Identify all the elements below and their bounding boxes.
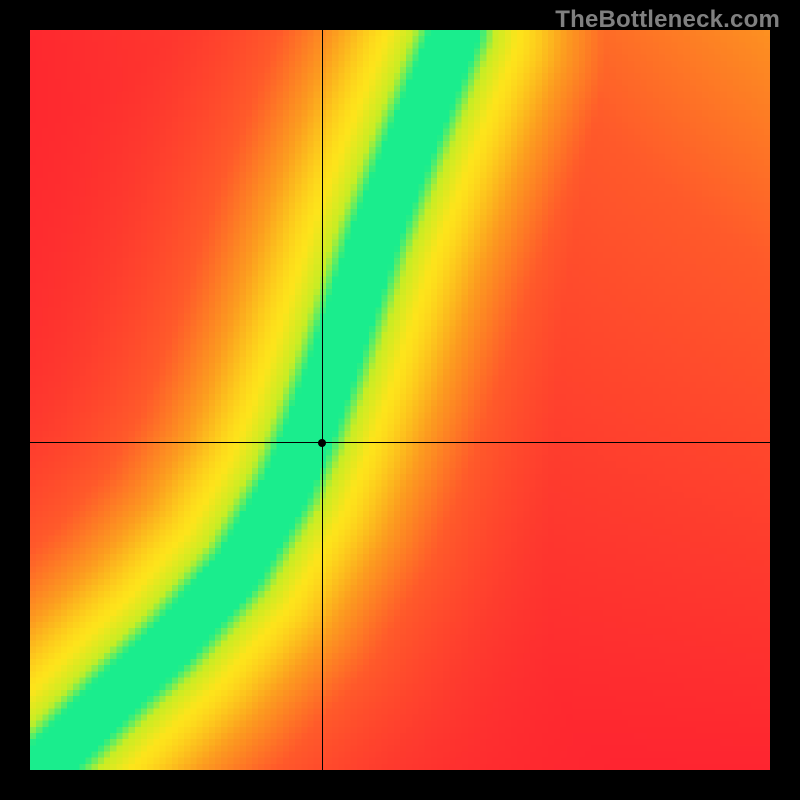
crosshair-vertical — [322, 30, 323, 770]
bottleneck-heatmap — [30, 30, 770, 770]
watermark-text: TheBottleneck.com — [555, 6, 780, 34]
crosshair-horizontal — [30, 442, 770, 443]
